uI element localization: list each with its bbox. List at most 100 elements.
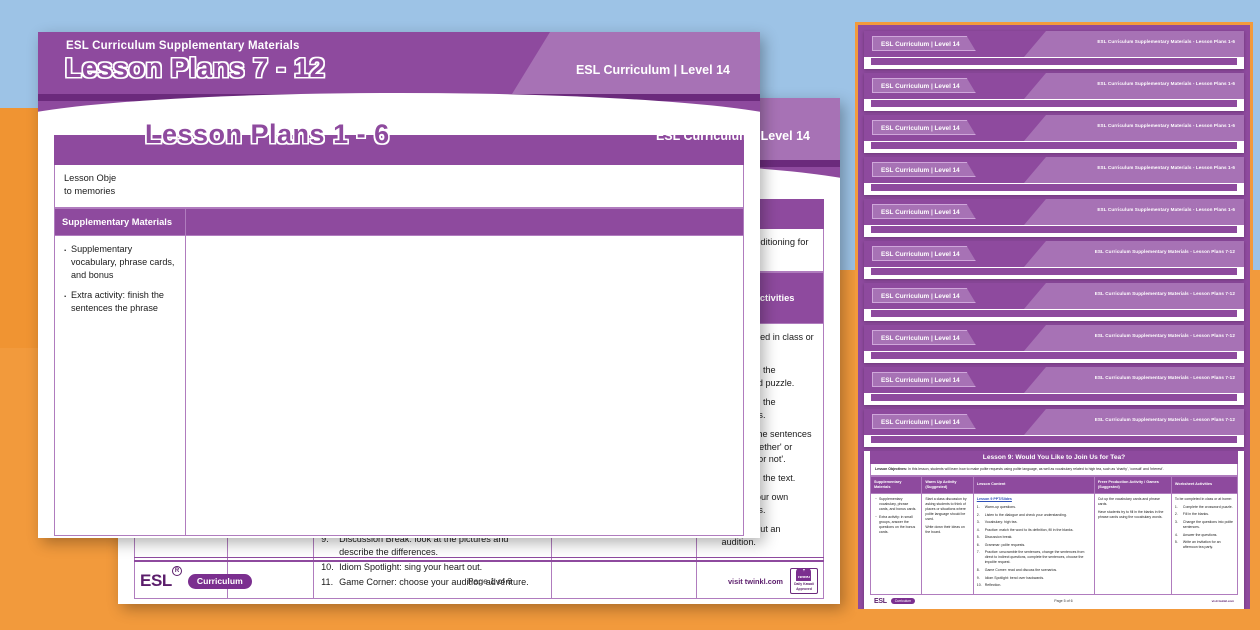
list-item: Game Corner: read and discuss the scenar… <box>977 568 1058 573</box>
thumbnail-page[interactable]: ESL Curriculum | Level 14 ESL Curriculum… <box>864 115 1244 153</box>
visit-twinkl-link[interactable]: visit twinkl.com <box>727 576 783 586</box>
back-doc-level-label: ESL Curriculum | Level 14 <box>575 63 730 77</box>
thumbnail-level-chip: ESL Curriculum | Level 14 <box>872 414 976 429</box>
back-doc-lesson-title <box>54 135 744 165</box>
list-item: Grammar: polite requests. <box>977 542 1026 548</box>
thumb-cell-warm-up: Start a class discussion by asking stude… <box>921 492 974 595</box>
thumbnail-title-label: ESL Curriculum Supplementary Materials -… <box>1094 291 1235 296</box>
table-row: Supplementary vocabulary, phrase cards, … <box>869 492 1239 595</box>
main-doc-banner-title: Lesson Plans 1 - 6 <box>145 119 390 149</box>
list-item: Extra activity: in small groups, answer … <box>874 513 918 535</box>
back-doc-banner-accent <box>512 32 760 94</box>
badge-caption: Daily Kawaii Approved <box>794 582 814 591</box>
worksheet-intro: To be completed in class or at home: <box>1174 496 1232 501</box>
esl-logo-word: ESL R <box>140 566 182 591</box>
thumb-column-header-supplementary-materials: Supplementary Materials <box>869 475 923 494</box>
thumb-column-header-freer-production: Freer Production Activity / Games (Sugge… <box>1093 475 1172 494</box>
thumbnail-expanded-page[interactable]: Lesson 9: Would You Like to Join Us for … <box>864 451 1244 609</box>
document-lesson-plans-7-12[interactable]: ESL Curriculum Supplementary Materials L… <box>38 32 760 538</box>
list-item: Practice: match the word to its definiti… <box>977 527 1074 533</box>
table-header-row: Supplementary Materials Warm Up Activity… <box>869 475 1239 494</box>
thumbnail-page[interactable]: ESL Curriculum | Level 14 ESL Curriculum… <box>864 241 1244 279</box>
esl-logo-text: ESL <box>140 571 172 590</box>
thumbnail-level-chip: ESL Curriculum | Level 14 <box>872 246 976 261</box>
back-doc-cell-materials: Supplementary vocabulary, phrase cards, … <box>54 235 186 537</box>
list-item: Supplementary vocabulary, phrase cards, … <box>62 241 178 282</box>
back-doc-banner-subtitle: ESL Curriculum Supplementary Materials <box>66 40 300 52</box>
back-doc-plan-table: Supplementary Materials Supplementary vo… <box>54 207 745 537</box>
thumbnail-level-chip: ESL Curriculum | Level 14 <box>872 288 976 303</box>
thumbnail-title-label: ESL Curriculum Supplementary Materials -… <box>1094 333 1235 338</box>
thumbnail-stack-panel[interactable]: ESL Curriculum | Level 14 ESL Curriculum… <box>855 22 1253 612</box>
thumbnail-page[interactable]: ESL Curriculum | Level 14 ESL Curriculum… <box>864 157 1244 195</box>
list-item: Idiom Spotlight: sing your heart out. <box>321 561 483 574</box>
list-item: Extra activity: finish the sentences the… <box>62 287 178 315</box>
thumb-column-header-lesson-content: Lesson Content <box>972 475 1095 494</box>
back-doc-banner: ESL Curriculum Supplementary Materials L… <box>38 32 760 94</box>
thumbnail-page[interactable]: ESL Curriculum | Level 14 ESL Curriculum… <box>864 283 1244 321</box>
thumbnail-level-chip: ESL Curriculum | Level 14 <box>872 162 976 177</box>
thumbnail-page-number: Page 5 of 6 <box>1054 599 1073 604</box>
thumb-cell-worksheet-activities: To be completed in class or at home: Com… <box>1170 492 1239 595</box>
thumbnail-ppt-slides-link[interactable]: Lesson 9 PPT/Slides <box>976 496 1012 501</box>
paragraph: Start a class discussion by asking stude… <box>925 496 967 521</box>
thumbnail-lesson-objectives: Lesson Objectives: In this lesson, stude… <box>870 464 1238 476</box>
thumbnail-page[interactable]: ESL Curriculum | Level 14 ESL Curriculum… <box>864 73 1244 111</box>
thumb-cell-supplementary-materials: Supplementary vocabulary, phrase cards, … <box>869 492 923 595</box>
thumbnail-title-label: ESL Curriculum Supplementary Materials -… <box>1097 165 1235 170</box>
esl-curriculum-logo: ESL R Curriculum <box>140 566 252 591</box>
thumb-column-header-worksheet-activities: Worksheet Activities <box>1170 475 1239 494</box>
thumbnail-level-chip: ESL Curriculum | Level 14 <box>872 120 976 135</box>
thumbnail-content-preview <box>864 435 1244 447</box>
registered-trademark-icon: R <box>171 566 182 576</box>
paragraph: Have students try to fill in the blanks … <box>1097 509 1164 519</box>
thumbnail-level-chip: ESL Curriculum | Level 14 <box>872 78 976 93</box>
thumbnail-content-preview <box>864 183 1244 195</box>
document-footer: ESL R Curriculum Page 1 of 6 visit twink… <box>118 557 840 604</box>
list-item: Write an invitation for an afternoon tea… <box>1175 540 1221 550</box>
thumbnail-content-preview <box>864 351 1244 363</box>
list-item: Vocabulary: high tea. <box>977 520 1018 525</box>
thumbnail-level-chip: ESL Curriculum | Level 14 <box>872 372 976 387</box>
page-number: Page 1 of 6 <box>467 576 512 586</box>
list-item: Listen to the dialogue and check your un… <box>977 512 1067 518</box>
thumbnail-footer: ESL Curriculum Page 5 of 6 visit twinkl.… <box>864 595 1244 609</box>
thumbnail-title-label: ESL Curriculum Supplementary Materials -… <box>1097 39 1235 44</box>
thumbnail-page[interactable]: ESL Curriculum | Level 14 ESL Curriculum… <box>864 31 1244 69</box>
thumbnail-content-preview <box>864 141 1244 153</box>
thumbnail-page[interactable]: ESL Curriculum | Level 14 ESL Curriculum… <box>864 325 1244 363</box>
thumbnail-title-label: ESL Curriculum Supplementary Materials -… <box>1094 417 1235 422</box>
thumb-cell-lesson-content: Lesson 9 PPT/Slides Warm-up questions. L… <box>972 492 1095 595</box>
list-item: Practice: unscramble the sentences, chan… <box>977 550 1085 565</box>
paragraph: Write down their ideas on the board. <box>925 525 965 535</box>
list-item: Reflection. <box>977 583 1002 588</box>
esl-logo-pill: Curriculum <box>187 573 252 589</box>
back-doc-objectives-line1: Lesson Obje <box>64 173 117 183</box>
thumbnail-page[interactable]: ESL Curriculum | Level 14 ESL Curriculum… <box>864 409 1244 447</box>
thumbnail-content-preview <box>864 99 1244 111</box>
list-item: Discussion break. <box>977 535 1013 540</box>
list-item: Fill in the blanks. <box>1175 512 1209 517</box>
thumbnail-content-preview <box>864 225 1244 237</box>
list-item: Warm-up questions. <box>977 504 1016 510</box>
thumbnail-content-preview <box>864 393 1244 405</box>
thumbnail-title-label: ESL Curriculum Supplementary Materials -… <box>1094 249 1235 254</box>
main-doc-banner: ESL Curriculum Supplementary Materials L… <box>118 98 840 160</box>
thumbnail-level-chip: ESL Curriculum | Level 14 <box>872 330 976 345</box>
thumbnail-objectives-label: Lesson Objectives: <box>875 467 908 471</box>
back-doc-cell-rest <box>184 235 745 537</box>
thumbnail-visit-link[interactable]: visit twinkl.com <box>1211 599 1234 604</box>
footer-divider-2 <box>134 560 824 562</box>
list-item: Answer the questions. <box>1175 532 1218 538</box>
thumbnail-esl-logo: ESL Curriculum <box>874 598 916 605</box>
thumbnail-page[interactable]: ESL Curriculum | Level 14 ESL Curriculum… <box>864 199 1244 237</box>
back-doc-banner-title: Lesson Plans 7 - 12 <box>65 53 326 83</box>
back-doc-objectives: Lesson Obje to memories <box>54 165 744 208</box>
twinkl-approved-badge: twinkl Daily Kawaii Approved <box>789 568 818 594</box>
thumbnail-page[interactable]: ESL Curriculum | Level 14 ESL Curriculum… <box>864 367 1244 405</box>
twinkl-footer-brand[interactable]: visit twinkl.com twinkl Daily Kawaii App… <box>728 568 818 594</box>
thumbnail-content-preview <box>864 309 1244 321</box>
thumbnail-level-chip: ESL Curriculum | Level 14 <box>872 204 976 219</box>
thumbnail-title-label: ESL Curriculum Supplementary Materials -… <box>1094 375 1235 380</box>
thumb-cell-freer-production: Cut up the vocabulary cards and phrase c… <box>1093 492 1172 595</box>
